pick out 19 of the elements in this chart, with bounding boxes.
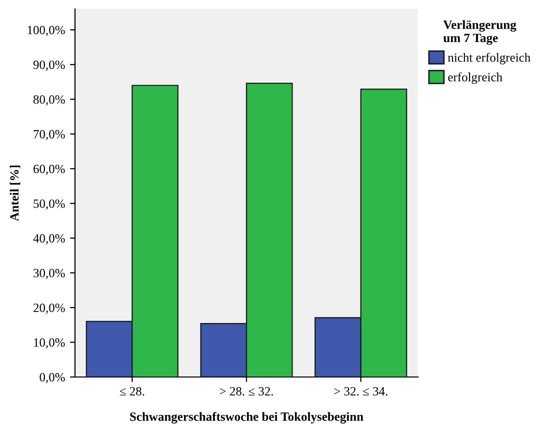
y-tick-label: 40,0% bbox=[33, 234, 65, 244]
x-tick-label: > 28. ≤ 32. bbox=[220, 387, 273, 396]
x-axis-title: Schwangerschaftswoche bei Tokolysebeginn bbox=[130, 412, 364, 424]
y-tick-label: 20,0% bbox=[34, 304, 65, 314]
y-tick-label: 100,0% bbox=[28, 26, 65, 36]
y-tick-label: 70,0% bbox=[34, 130, 65, 140]
y-axis-title: Anteil [%] bbox=[10, 166, 20, 222]
legend-label: erfolgreich bbox=[448, 72, 502, 84]
x-tick-label: ≤ 28. bbox=[120, 387, 144, 396]
y-tick-label: 60,0% bbox=[34, 164, 65, 175]
y-tick-label: 50,0% bbox=[34, 199, 65, 210]
y-tick-label: 90,0% bbox=[33, 60, 65, 71]
legend-label: nicht erfolgreich bbox=[448, 52, 530, 64]
y-tick-label: 30,0% bbox=[34, 268, 65, 280]
y-tick-label: 80,0% bbox=[33, 95, 65, 106]
y-tick-label: 10,0% bbox=[34, 338, 65, 349]
legend-title: Verlängerung um 7 Tage bbox=[443, 20, 516, 45]
y-tick-label: 0,0% bbox=[40, 373, 65, 384]
x-tick-label: > 32. ≤ 34. bbox=[334, 387, 388, 396]
